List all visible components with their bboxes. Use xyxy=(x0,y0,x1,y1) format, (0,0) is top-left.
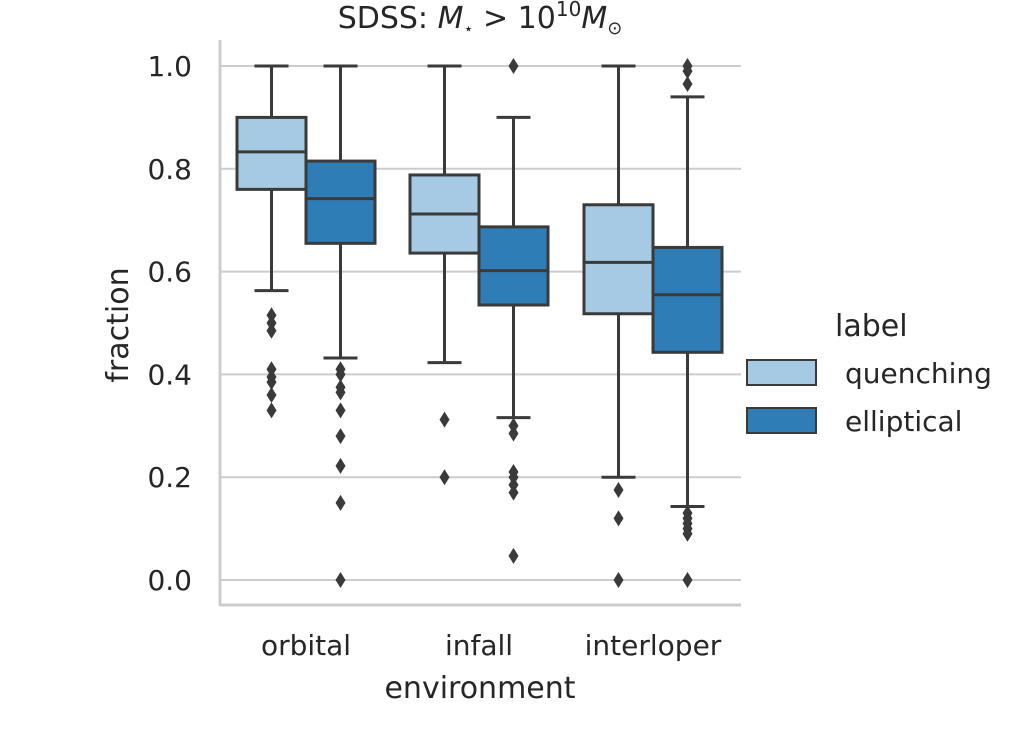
title-sun-subscript: ⊙ xyxy=(607,18,622,39)
y-axis-label: fraction xyxy=(101,267,136,382)
outlier-point xyxy=(682,572,693,588)
outlier-point xyxy=(266,322,277,339)
outlier-point xyxy=(335,494,346,511)
outlier-point xyxy=(508,547,519,564)
box-quenching-orbital xyxy=(235,64,308,419)
y-tick-label: 0.0 xyxy=(147,564,192,597)
y-tick-label: 0.6 xyxy=(147,256,192,289)
outlier-point xyxy=(335,572,346,588)
y-tick-label: 0.4 xyxy=(147,358,192,391)
legend-swatch-quenching xyxy=(746,359,817,386)
axes: 0.0 0.2 0.4 0.6 0.8 1.0 orbital infall interlope… xyxy=(147,40,741,662)
box-quenching-infall xyxy=(408,64,481,486)
legend-label-quenching: quenching xyxy=(845,357,992,390)
outlier-point xyxy=(335,457,346,474)
outlier-point xyxy=(682,75,693,92)
outlier-point xyxy=(508,425,519,442)
y-tick-label: 0.8 xyxy=(147,153,192,186)
legend-title: label xyxy=(835,309,908,344)
outlier-point xyxy=(613,510,624,527)
outlier-point xyxy=(266,374,277,391)
outlier-point xyxy=(682,525,693,542)
outlier-point xyxy=(266,402,277,419)
x-tick-label: interloper xyxy=(585,629,722,662)
outlier-point xyxy=(335,366,346,383)
outlier-point xyxy=(682,63,693,80)
box-elliptical-infall xyxy=(477,58,550,564)
outlier-point xyxy=(335,402,346,419)
y-tick-label: 1.0 xyxy=(147,50,192,83)
box-quenching-interloper xyxy=(582,64,655,588)
title-star-subscript: ⋆ xyxy=(463,19,473,38)
outlier-point xyxy=(335,384,346,401)
plot-area xyxy=(235,58,724,588)
iqr-box xyxy=(304,159,377,245)
outlier-point xyxy=(508,484,519,501)
iqr-box xyxy=(235,115,308,191)
legend-swatch-elliptical xyxy=(746,407,817,434)
x-tick-label: infall xyxy=(445,629,513,662)
legend: label quenching elliptical xyxy=(746,309,992,438)
title-prefix: SDSS: xyxy=(338,1,438,36)
iqr-box xyxy=(651,245,724,354)
iqr-box xyxy=(582,203,655,316)
y-tick-label: 0.2 xyxy=(147,461,192,494)
box-elliptical-orbital xyxy=(304,64,377,588)
title-greater-than: > 10 xyxy=(473,1,555,36)
x-axis-label: environment xyxy=(384,671,575,706)
legend-label-elliptical: elliptical xyxy=(845,405,962,438)
outlier-point xyxy=(439,469,450,486)
title-mass-symbol-2: M xyxy=(581,1,607,36)
outlier-point xyxy=(508,58,519,74)
outlier-point xyxy=(439,411,450,428)
chart-title: SDSS: M⋆ > 1010M⊙ xyxy=(338,0,623,39)
outlier-point xyxy=(335,428,346,445)
title-exponent: 10 xyxy=(556,0,581,21)
outlier-point xyxy=(613,482,624,499)
outlier-point xyxy=(613,572,624,588)
box-elliptical-interloper xyxy=(651,58,724,588)
outlier-point xyxy=(266,386,277,403)
iqr-box xyxy=(477,225,550,307)
title-mass-symbol: M xyxy=(438,1,464,36)
x-tick-label: orbital xyxy=(261,629,351,662)
